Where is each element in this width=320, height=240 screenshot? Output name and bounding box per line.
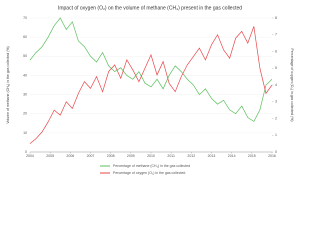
x-tick-label: 2007 [87, 154, 95, 158]
x-tick-label: 2012 [187, 154, 195, 158]
x-tick-label: 2016 [268, 154, 276, 158]
x-tick-label: 2011 [167, 154, 175, 158]
y-tick-label: 20 [23, 112, 27, 116]
chart-title: Impact of oxygen (O₂) on the volume of m… [58, 5, 242, 11]
y2-tick-label: 3 [275, 100, 277, 104]
y2-tick-label: 6 [275, 49, 277, 53]
legend-label: Percentage of oxygen (O₂) in the gas col… [113, 171, 185, 175]
x-tick-label: 2009 [127, 154, 135, 158]
y-tick-label: 0 [25, 150, 27, 154]
y-tick-label: 70 [23, 16, 27, 20]
x-tick-label: 2004 [26, 154, 34, 158]
y-tick-label: 10 [23, 131, 27, 135]
y-tick-label: 30 [23, 92, 27, 96]
y-tick-label: 50 [23, 54, 27, 58]
y2-tick-label: 1 [275, 133, 277, 137]
y-tick-label: 60 [23, 35, 27, 39]
y2-tick-label: 7 [275, 33, 277, 37]
series-line [29, 17, 273, 122]
y2-tick-label: 8 [275, 16, 277, 20]
y2-tick-label: 4 [275, 83, 277, 87]
y-axis-label: Volume of methane (CH₄) in the gas colle… [6, 46, 10, 123]
x-tick-label: 2010 [147, 154, 155, 158]
legend-label: Percentage of methane (CH₄) in the gas c… [113, 164, 190, 168]
x-tick-label: 2013 [208, 154, 216, 158]
y2-tick-label: 5 [275, 66, 277, 70]
x-tick-label: 2015 [248, 154, 256, 158]
y2-axis-label: Percentage of oxygen (O₂) in gas collect… [290, 49, 294, 122]
y2-tick-label: 0 [275, 150, 277, 154]
y2-tick-label: 2 [275, 116, 277, 120]
x-tick-label: 2008 [107, 154, 115, 158]
series-line [29, 26, 273, 144]
y-tick-label: 40 [23, 73, 27, 77]
chart: Impact of oxygen (O₂) on the volume of m… [0, 0, 300, 185]
x-tick-label: 2006 [66, 154, 74, 158]
x-tick-label: 2014 [228, 154, 236, 158]
x-tick-label: 2005 [46, 154, 54, 158]
background [0, 0, 300, 185]
page: Impact of oxygen (O₂) on the volume of m… [0, 0, 300, 185]
